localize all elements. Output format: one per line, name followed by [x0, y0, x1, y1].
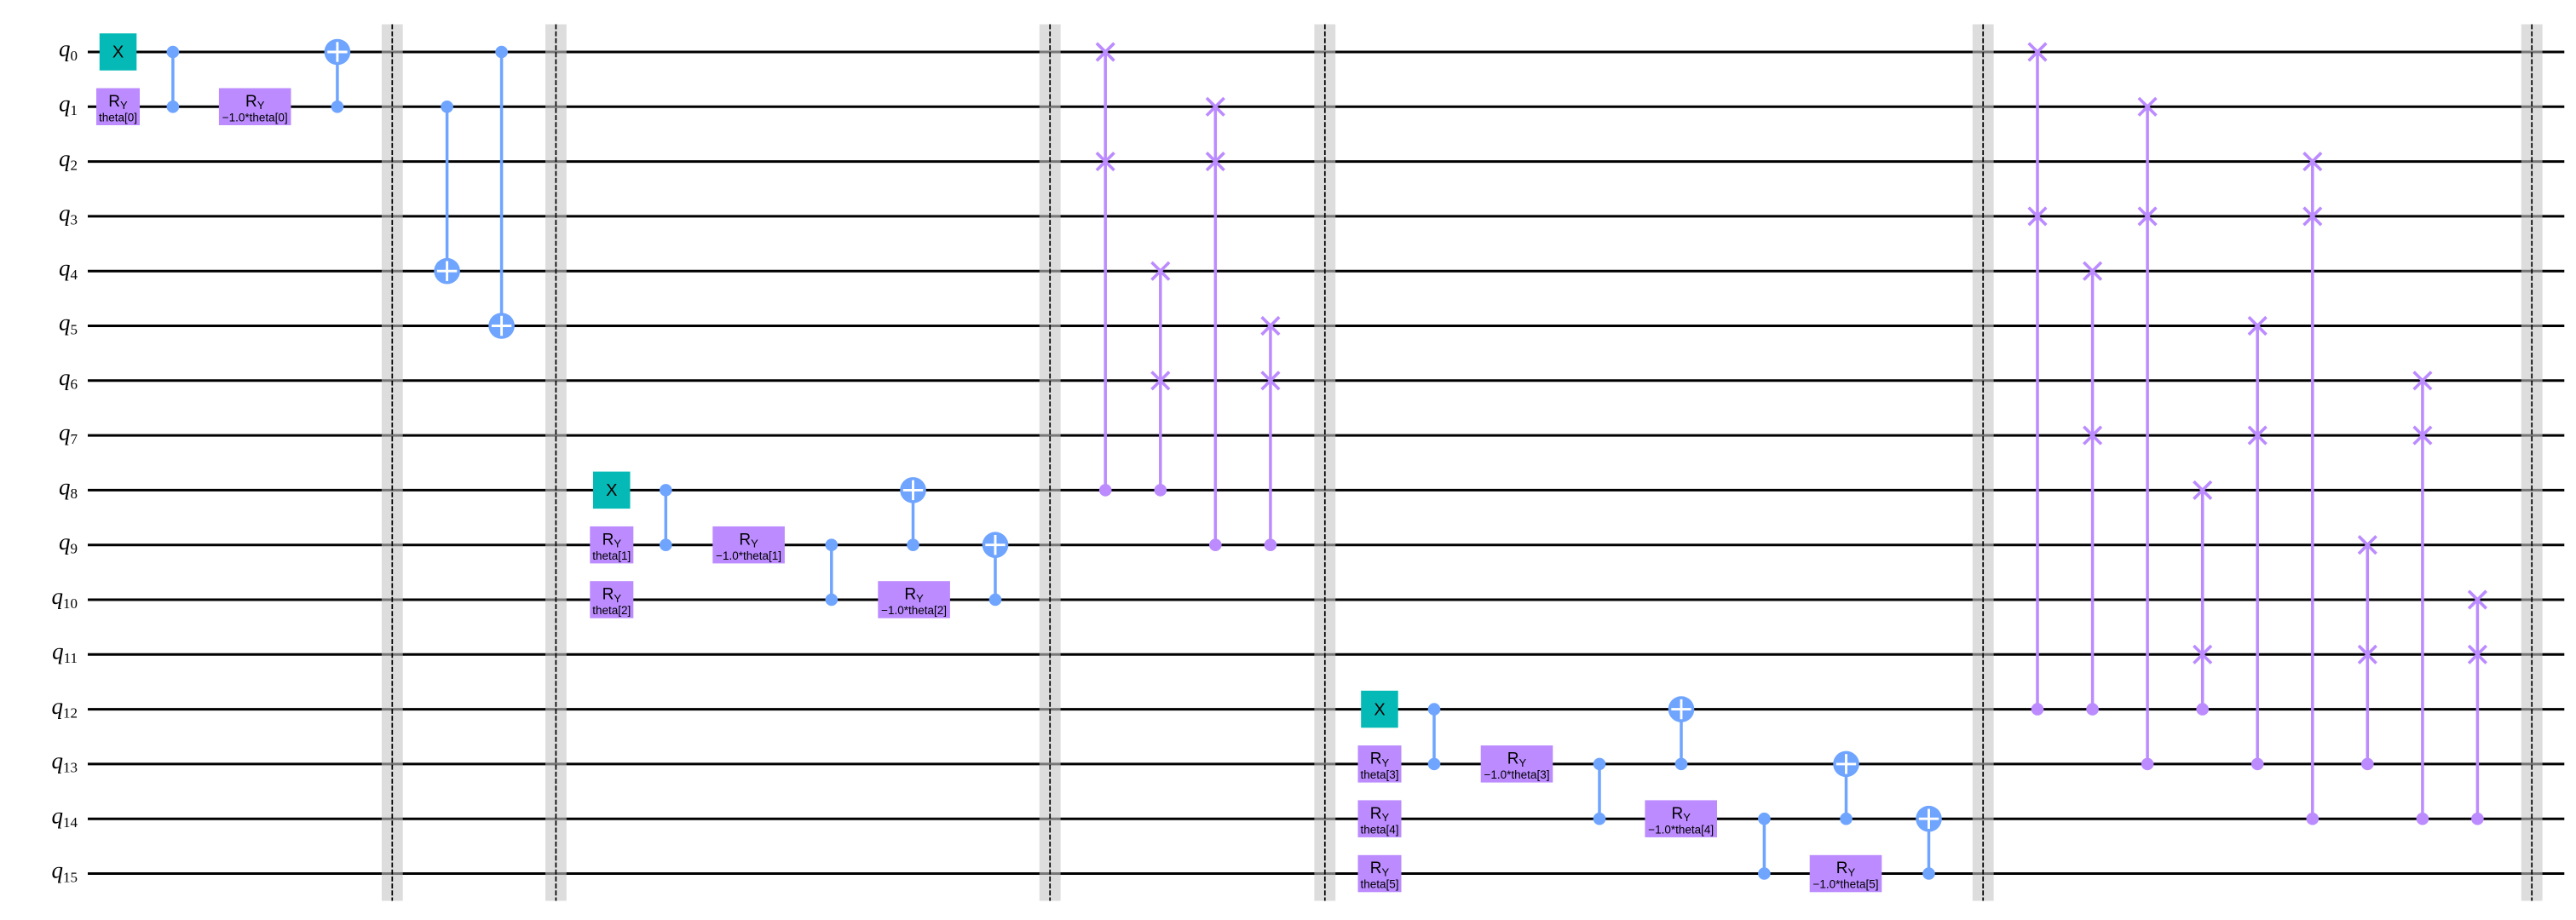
svg-text:−1.0*theta[2]: −1.0*theta[2]: [881, 604, 947, 617]
svg-text:theta[5]: theta[5]: [1360, 878, 1398, 891]
svg-text:theta[1]: theta[1]: [592, 549, 631, 562]
svg-text:X: X: [112, 43, 124, 62]
svg-text:−1.0*theta[1]: −1.0*theta[1]: [716, 549, 781, 562]
svg-text:theta[2]: theta[2]: [592, 604, 631, 617]
svg-text:X: X: [606, 481, 617, 500]
svg-text:−1.0*theta[0]: −1.0*theta[0]: [222, 112, 288, 124]
svg-text:−1.0*theta[5]: −1.0*theta[5]: [1813, 878, 1879, 891]
svg-text:theta[4]: theta[4]: [1360, 823, 1398, 836]
svg-text:theta[3]: theta[3]: [1360, 768, 1398, 781]
svg-text:−1.0*theta[4]: −1.0*theta[4]: [1648, 823, 1714, 836]
svg-text:theta[0]: theta[0]: [99, 112, 137, 124]
svg-text:−1.0*theta[3]: −1.0*theta[3]: [1484, 768, 1550, 781]
svg-text:X: X: [1374, 700, 1385, 719]
